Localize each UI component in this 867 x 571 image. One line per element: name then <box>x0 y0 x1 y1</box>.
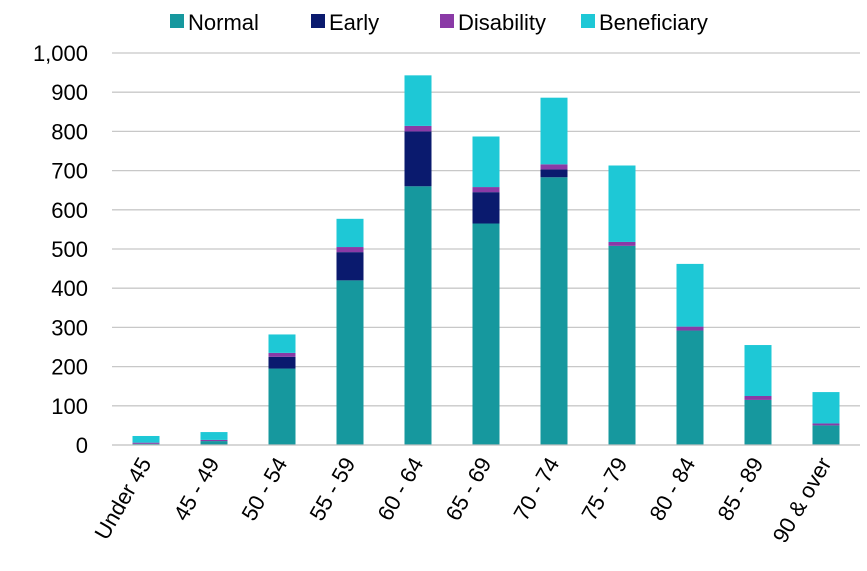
legend: Normal Early Disability Beneficiary <box>170 10 708 35</box>
bar-normal-6 <box>540 177 568 446</box>
y-tick-label: 400 <box>51 276 88 301</box>
bar-early-3 <box>336 252 364 281</box>
bar-disability-6 <box>540 164 568 170</box>
bar-beneficiary-1 <box>200 432 228 440</box>
bar-beneficiary-10 <box>812 392 840 424</box>
y-tick-label: 100 <box>51 394 88 419</box>
bar-beneficiary-8 <box>676 263 704 327</box>
bar-normal-8 <box>676 330 704 445</box>
bar-disability-3 <box>336 247 364 253</box>
y-tick-label: 200 <box>51 355 88 380</box>
bar-disability-7 <box>608 241 636 246</box>
y-tick-label: 500 <box>51 237 88 262</box>
bar-normal-1 <box>200 441 228 445</box>
bar-beneficiary-0 <box>132 435 160 443</box>
x-tick-label: 70 - 74 <box>508 453 564 525</box>
bar-disability-8 <box>676 326 704 331</box>
x-tick-label: 90 & over <box>768 453 837 547</box>
x-tick-label: 75 - 79 <box>576 453 632 525</box>
bar-normal-10 <box>812 425 840 445</box>
x-tick-label: 65 - 69 <box>440 453 496 525</box>
bar-normal-3 <box>336 280 364 445</box>
y-tick-label: 1,000 <box>33 41 88 66</box>
bar-normal-5 <box>472 223 500 445</box>
bar-disability-4 <box>404 125 432 132</box>
legend-swatch-disability <box>440 14 454 28</box>
bar-beneficiary-2 <box>268 334 296 353</box>
bar-early-6 <box>540 169 568 178</box>
bar-normal-2 <box>268 368 296 445</box>
x-tick-label: 85 - 89 <box>712 453 768 525</box>
y-tick-label: 300 <box>51 315 88 340</box>
y-tick-label: 700 <box>51 159 88 184</box>
bar-early-2 <box>268 356 296 369</box>
y-tick-label: 900 <box>51 80 88 105</box>
bars <box>132 75 840 446</box>
bar-normal-4 <box>404 186 432 445</box>
bar-beneficiary-4 <box>404 75 432 126</box>
bar-disability-10 <box>812 423 840 426</box>
bar-early-5 <box>472 192 500 224</box>
bar-disability-5 <box>472 187 500 193</box>
bar-beneficiary-6 <box>540 97 568 165</box>
x-tick-label: 55 - 59 <box>304 453 360 525</box>
axes: 0 100 200 300 400 500 600 700 800 900 1,000 Under 4… <box>33 41 860 547</box>
legend-swatch-normal <box>170 14 184 28</box>
bar-disability-2 <box>268 352 296 357</box>
y-tick-label: 600 <box>51 198 88 223</box>
x-tick-label: 80 - 84 <box>644 453 700 525</box>
bar-normal-9 <box>744 399 772 445</box>
legend-swatch-beneficiary <box>581 14 595 28</box>
x-tick-label: 45 - 49 <box>168 453 224 525</box>
bar-disability-0 <box>132 442 160 444</box>
bar-disability-1 <box>200 439 228 442</box>
y-tick-label: 0 <box>76 433 88 458</box>
x-tick-label: Under 45 <box>89 453 156 544</box>
bar-disability-9 <box>744 396 772 400</box>
legend-label-normal: Normal <box>188 10 259 35</box>
legend-swatch-early <box>311 14 325 28</box>
bar-normal-7 <box>608 245 636 445</box>
legend-label-early: Early <box>329 10 379 35</box>
bar-beneficiary-5 <box>472 136 500 188</box>
bar-beneficiary-3 <box>336 218 364 248</box>
bar-early-4 <box>404 131 432 187</box>
x-tick-label: 50 - 54 <box>236 453 292 525</box>
legend-label-beneficiary: Beneficiary <box>599 10 708 35</box>
bar-beneficiary-7 <box>608 165 636 242</box>
legend-label-disability: Disability <box>458 10 546 35</box>
x-tick-label: 60 - 64 <box>372 453 428 525</box>
bar-beneficiary-9 <box>744 345 772 396</box>
y-tick-label: 800 <box>51 119 88 144</box>
